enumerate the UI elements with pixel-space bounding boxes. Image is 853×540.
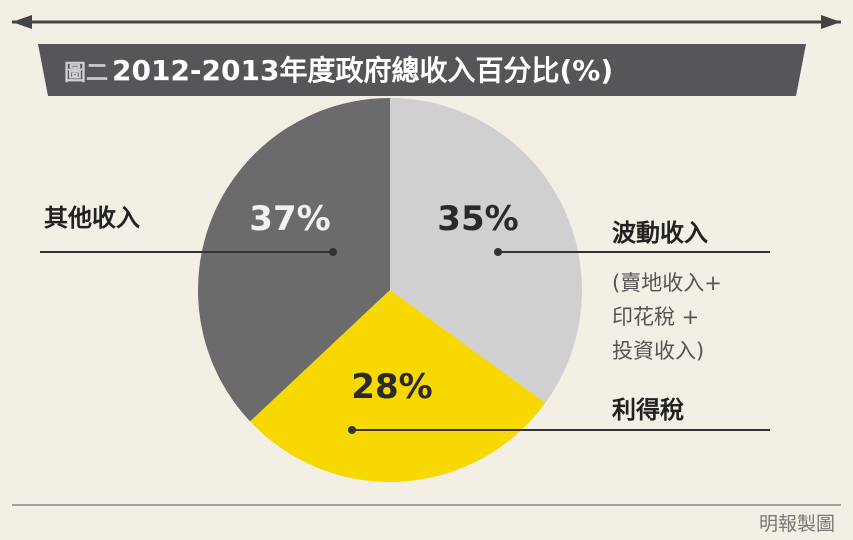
volatile-percent: 35%	[437, 199, 518, 239]
chart-title: 2012-2013年度政府總收入百分比(%)	[112, 54, 613, 87]
pie-slices	[198, 98, 582, 482]
volatile-note-line-1: (賣地收入+	[612, 271, 722, 295]
slice-volatile	[390, 98, 582, 403]
leader-profits-tax	[348, 426, 770, 434]
profits-tax-label: 利得稅	[612, 396, 684, 424]
slice-profits-tax	[250, 290, 546, 482]
title-band	[38, 44, 806, 96]
volatile-note-line-3: 投資收入)	[612, 339, 704, 363]
profits-tax-percent: 28%	[351, 367, 432, 407]
leader-volatile	[494, 248, 770, 256]
volatile-label: 波動收入	[612, 219, 708, 247]
volatile-note-line-2: 印花稅 +	[612, 305, 699, 329]
rule-cap-left	[12, 15, 32, 29]
rule-cap-right	[821, 15, 841, 29]
slice-others	[198, 98, 390, 422]
others-percent: 37%	[249, 199, 330, 239]
credit-text: 明報製圖	[759, 513, 835, 535]
leader-others	[40, 248, 337, 256]
figure-tag: 圖二	[64, 61, 108, 86]
others-label: 其他收入	[44, 204, 140, 232]
